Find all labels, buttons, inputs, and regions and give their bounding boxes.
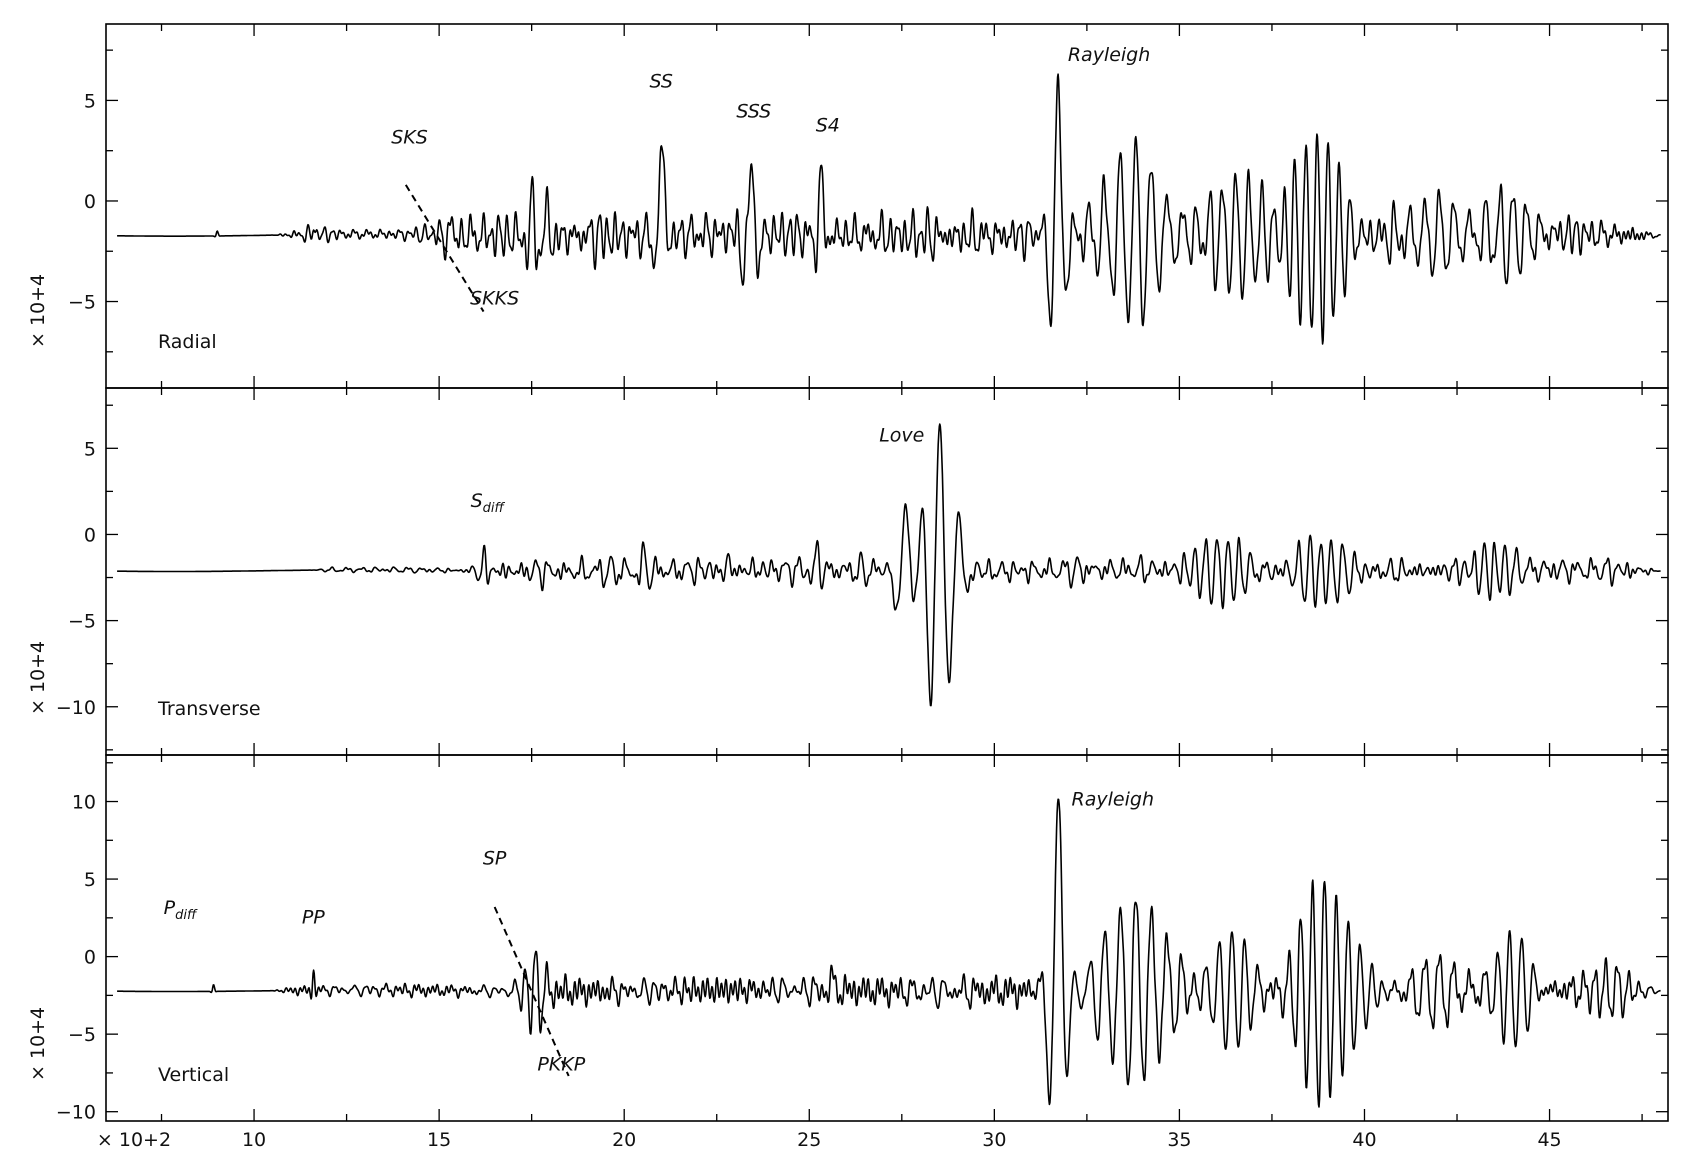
vertical-trace	[116, 798, 1661, 1108]
radial-frame	[105, 23, 1669, 389]
y-tick-label: 0	[84, 524, 96, 546]
vertical-panel: −10 −5 0 5 10 × 10+4 Vertical Pdiff PP SP PKKP Rayl…	[27, 754, 1669, 1124]
phase-label: PKKP	[537, 1054, 585, 1076]
y-tick-label: −5	[68, 1024, 96, 1046]
x-tick-label: 45	[1537, 1129, 1561, 1151]
phase-label: Love	[879, 425, 924, 447]
phase-label: SSS	[736, 100, 771, 122]
phase-label: SS	[649, 70, 672, 92]
panel-label-transverse: Transverse	[157, 698, 261, 720]
y-tick-label: 5	[84, 90, 96, 112]
x-tick-label: 20	[612, 1129, 636, 1151]
phase-label: Sdiff	[471, 490, 506, 516]
panel-label-radial: Radial	[158, 331, 217, 353]
y-scale-label: × 10+4	[27, 274, 49, 348]
x-tick-label: 15	[427, 1129, 451, 1151]
x-tick-label: 10	[242, 1129, 266, 1151]
y-tick-label: 0	[84, 191, 96, 213]
phase-label: Rayleigh	[1068, 44, 1150, 66]
y-tick-label: 5	[84, 869, 96, 891]
y-scale-label: × 10+4	[27, 641, 49, 715]
phase-label: PP	[302, 906, 325, 928]
transverse-panel: −10 −5 0 5 × 10+4 Transverse Sdiff Love	[27, 387, 1669, 756]
phase-arrival-marker	[493, 906, 570, 1077]
x-scale-label: × 10+2	[97, 1129, 171, 1151]
y-tick-label: −5	[68, 611, 96, 633]
x-axis: 10 15 20 25 30 35 40 45 × 10+2	[97, 1129, 1562, 1151]
x-tick-label: 30	[982, 1129, 1006, 1151]
transverse-trace	[116, 423, 1661, 707]
radial-trace	[116, 73, 1662, 345]
x-tick-label: 35	[1167, 1129, 1191, 1151]
phase-label: SKKS	[470, 288, 519, 310]
y-tick-label: −10	[56, 1102, 96, 1124]
phase-arrival-marker	[404, 184, 485, 313]
phase-label: SKS	[391, 127, 428, 149]
y-tick-label: 10	[72, 792, 96, 814]
y-tick-label: −10	[56, 697, 96, 719]
phase-label: S4	[816, 115, 840, 137]
x-tick-label: 25	[797, 1129, 821, 1151]
vertical-frame	[105, 754, 1669, 1122]
panel-label-vertical: Vertical	[158, 1064, 229, 1086]
phase-label: Pdiff	[164, 897, 198, 923]
x-tick-label: 40	[1352, 1129, 1376, 1151]
y-tick-label: 0	[84, 947, 96, 969]
y-scale-label: × 10+4	[27, 1007, 49, 1081]
phase-label: Rayleigh	[1072, 788, 1154, 810]
y-tick-label: 5	[84, 438, 96, 460]
phase-label: SP	[483, 847, 507, 869]
y-tick-label: −5	[68, 292, 96, 314]
